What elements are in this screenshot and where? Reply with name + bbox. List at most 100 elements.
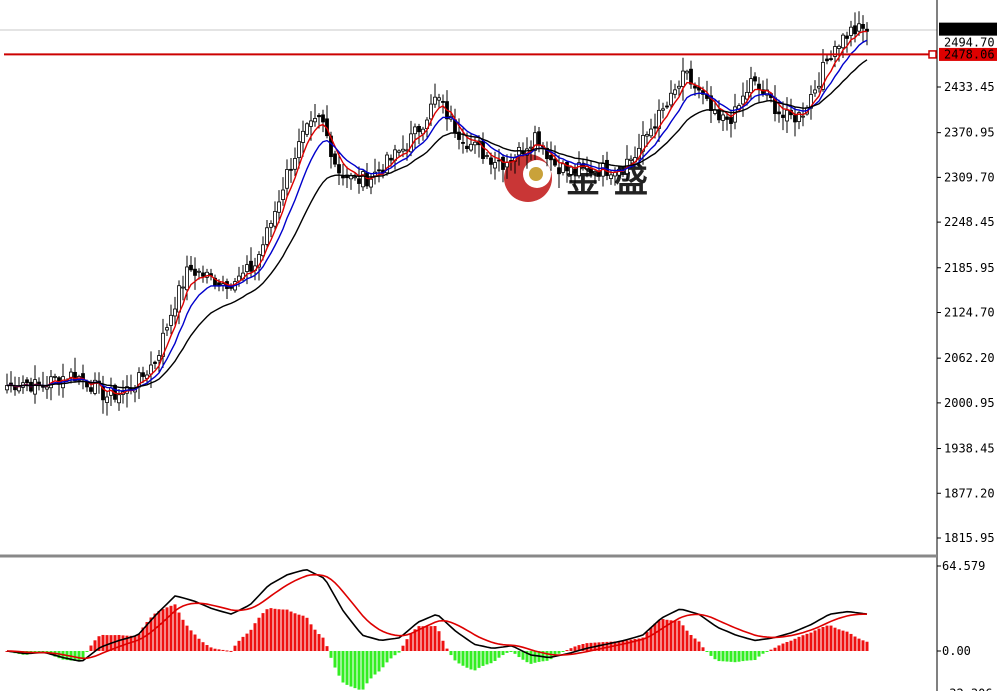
histogram-bar <box>745 651 749 661</box>
candle-body <box>817 85 821 89</box>
candle-body <box>401 148 405 152</box>
price-tick-label: 1815.95 <box>944 531 995 545</box>
candle-body <box>417 125 421 133</box>
histogram-bar <box>309 624 313 651</box>
histogram-bar <box>673 620 677 651</box>
histogram-bar <box>73 651 77 662</box>
candle-body <box>353 176 357 179</box>
candle-body <box>493 162 497 169</box>
candle-body <box>309 120 313 127</box>
histogram-bar <box>413 629 417 651</box>
histogram-bar <box>153 613 157 651</box>
histogram-bar <box>509 651 513 652</box>
histogram-bar <box>97 636 101 651</box>
candle-body <box>53 376 57 378</box>
histogram-bar <box>85 651 89 652</box>
histogram-bar <box>561 651 565 652</box>
histogram-bar <box>321 637 325 651</box>
histogram-bar <box>257 617 261 651</box>
candle-body <box>389 157 393 161</box>
indicator-signal-line <box>6 573 867 660</box>
candle-body <box>857 23 861 32</box>
histogram-bar <box>601 642 605 651</box>
candle-body <box>165 327 169 331</box>
histogram-bar <box>389 651 393 659</box>
candle-body <box>465 145 469 149</box>
histogram-bar <box>565 650 569 652</box>
histogram-bar <box>93 640 97 651</box>
candle-body <box>189 264 193 271</box>
candle-body <box>441 101 445 103</box>
candle-body <box>757 83 761 90</box>
histogram-bar <box>213 648 217 651</box>
histogram-bar <box>361 651 365 690</box>
histogram-bar <box>741 651 745 662</box>
candle-body <box>89 387 93 392</box>
histogram-bar <box>161 609 165 651</box>
horizontal-level-handle[interactable] <box>928 50 937 59</box>
candle-body <box>285 169 289 189</box>
candle-body <box>437 97 441 101</box>
histogram-bar <box>801 635 805 651</box>
candle-body <box>201 272 205 277</box>
histogram-bar <box>493 651 497 661</box>
histogram-bar <box>385 651 389 663</box>
candle-body <box>17 386 21 392</box>
candle-body <box>193 268 197 276</box>
histogram-bar <box>457 651 461 664</box>
histogram-bar <box>269 608 273 651</box>
histogram-bar <box>37 651 41 652</box>
histogram-bar <box>789 640 793 651</box>
histogram-bar <box>805 633 809 651</box>
histogram-bar <box>113 635 117 651</box>
candle-body <box>841 34 845 49</box>
histogram-bar <box>477 651 481 668</box>
histogram-bar <box>301 615 305 651</box>
histogram-bar <box>77 651 81 662</box>
histogram-bar <box>553 651 557 657</box>
histogram-bar <box>489 651 493 664</box>
histogram-bar <box>585 643 589 651</box>
price-tick-label: 2370.95 <box>944 126 995 140</box>
price-tick-label: 2124.70 <box>944 306 995 320</box>
candle-body <box>157 355 161 361</box>
candle-body <box>433 96 437 105</box>
histogram-bar <box>337 651 341 676</box>
candle-body <box>505 161 509 168</box>
histogram-bar <box>701 647 705 651</box>
moving-average-lines <box>6 30 868 395</box>
current-price-label: 2512.67 <box>942 22 993 36</box>
histogram-bar <box>193 634 197 651</box>
candle-body <box>761 89 765 94</box>
candle-body <box>853 25 857 35</box>
histogram-bar <box>317 634 321 651</box>
candle-body <box>681 70 685 87</box>
histogram-bar <box>465 651 469 668</box>
histogram-bar <box>725 651 729 662</box>
candle-body <box>645 134 649 137</box>
histogram-bar <box>765 651 769 652</box>
histogram-bar <box>573 646 577 651</box>
ma-slow-line <box>6 59 868 389</box>
candle-body <box>829 58 833 61</box>
candle-body <box>709 95 713 112</box>
candle-body <box>649 128 653 137</box>
indicator-axis-ticks: 64.579 0.00 -32.306 <box>937 559 993 691</box>
candle-body <box>101 385 105 401</box>
candle-body <box>725 116 729 120</box>
histogram-bar <box>633 639 637 651</box>
histogram-bar <box>441 640 445 651</box>
histogram-bar <box>849 633 853 651</box>
histogram-bar <box>729 651 733 662</box>
histogram-bar <box>165 607 169 651</box>
histogram-bar <box>89 645 93 651</box>
candle-body <box>249 260 253 272</box>
histogram-bar <box>821 627 825 651</box>
histogram-bar <box>393 651 397 656</box>
price-tick-label: 2309.70 <box>944 170 995 184</box>
histogram-bar <box>689 634 693 651</box>
histogram-bar <box>245 633 249 651</box>
candle-body <box>9 382 13 385</box>
histogram-bar <box>781 643 785 651</box>
candlestick-series <box>5 11 869 416</box>
